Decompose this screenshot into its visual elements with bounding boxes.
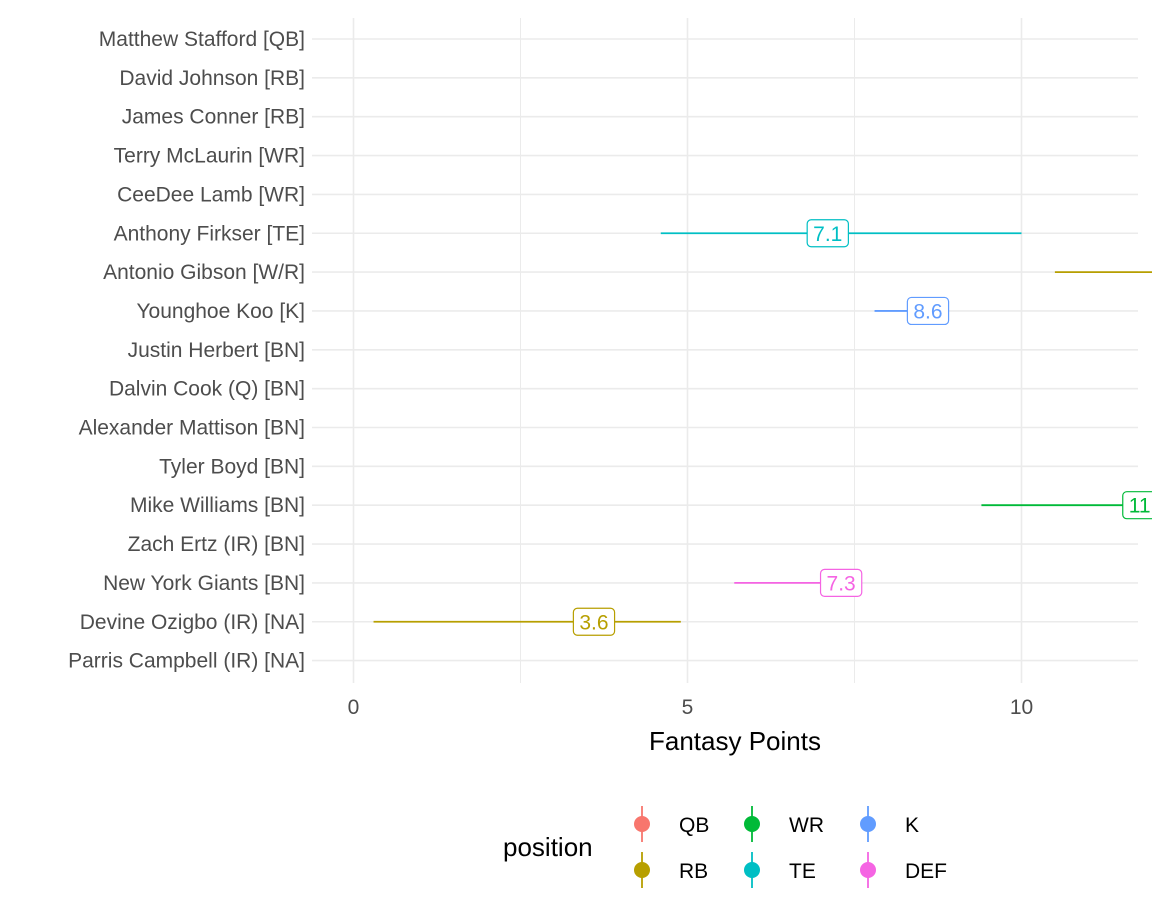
legend-key-wr: WR (744, 806, 824, 842)
legend-key-qb: QB (634, 806, 709, 842)
value-label: 11.9 (1129, 495, 1152, 518)
y-tick-label: Justin Herbert [BN] (128, 339, 305, 362)
legend: position QB WR K RB TE DEF (503, 806, 947, 888)
legend-key-point (744, 816, 760, 832)
legend-key-rb: RB (634, 852, 708, 888)
legend-key-point (744, 862, 760, 878)
y-tick-label: Younghoe Koo [K] (136, 300, 305, 323)
x-axis-tick-labels: 05101520 (348, 696, 1034, 719)
y-tick-label: David Johnson [RB] (119, 67, 305, 90)
y-tick-label: Tyler Boyd [BN] (159, 455, 305, 478)
major-gridlines (312, 18, 1138, 683)
legend-key-def: DEF (860, 852, 947, 888)
legend-label: DEF (905, 860, 947, 883)
y-tick-label: CeeDee Lamb [WR] (117, 183, 305, 206)
value-label-box (572, 607, 616, 636)
legend-label: RB (679, 860, 708, 883)
legend-keys: QB WR K RB TE DEF (634, 806, 947, 888)
value-label: 8.6 (913, 300, 942, 323)
x-axis-title: Fantasy Points (649, 726, 821, 756)
value-label-box (1122, 491, 1152, 520)
legend-key-k: K (860, 806, 919, 842)
legend-label: QB (679, 814, 709, 837)
y-tick-label: Matthew Stafford [QB] (99, 28, 305, 51)
legend-key-point (634, 862, 650, 878)
y-axis-tick-labels: Matthew Stafford [QB] David Johnson [RB] J… (68, 28, 305, 673)
y-tick-label: Antonio Gibson [W/R] (103, 261, 305, 284)
y-tick-label: Anthony Firkser [TE] (114, 222, 305, 245)
legend-key-point (860, 862, 876, 878)
legend-label: WR (789, 814, 824, 837)
y-tick-label: Terry McLaurin [WR] (114, 145, 305, 168)
y-tick-label: Alexander Mattison [BN] (79, 417, 305, 440)
y-tick-label: Devine Ozigbo (IR) [NA] (80, 611, 305, 634)
y-tick-label: James Conner [RB] (122, 106, 305, 129)
x-tick-label: 5 (682, 696, 694, 719)
legend-label: K (905, 814, 919, 837)
value-label: 7.3 (827, 572, 856, 595)
value-label: 7.1 (813, 223, 842, 246)
y-tick-label: Mike Williams [BN] (130, 494, 305, 517)
legend-key-point (634, 816, 650, 832)
legend-title: position (503, 832, 593, 862)
value-label-box (819, 568, 863, 598)
legend-key-te: TE (744, 852, 816, 888)
y-tick-label: Parris Campbell (IR) [NA] (68, 650, 305, 673)
value-label-box (806, 219, 849, 248)
y-tick-label: Zach Ertz (IR) [BN] (128, 533, 305, 556)
data-marks: 18.91516.517.214.17.114.28.619.316.111.9… (373, 219, 1152, 636)
value-label-box (906, 296, 950, 326)
value-label: 3.6 (579, 611, 608, 634)
legend-label: TE (789, 860, 816, 883)
x-tick-label: 0 (348, 696, 360, 719)
y-tick-label: Dalvin Cook (Q) [BN] (109, 378, 305, 401)
legend-key-point (860, 816, 876, 832)
y-tick-label: New York Giants [BN] (103, 572, 305, 595)
x-tick-label: 10 (1010, 696, 1033, 719)
